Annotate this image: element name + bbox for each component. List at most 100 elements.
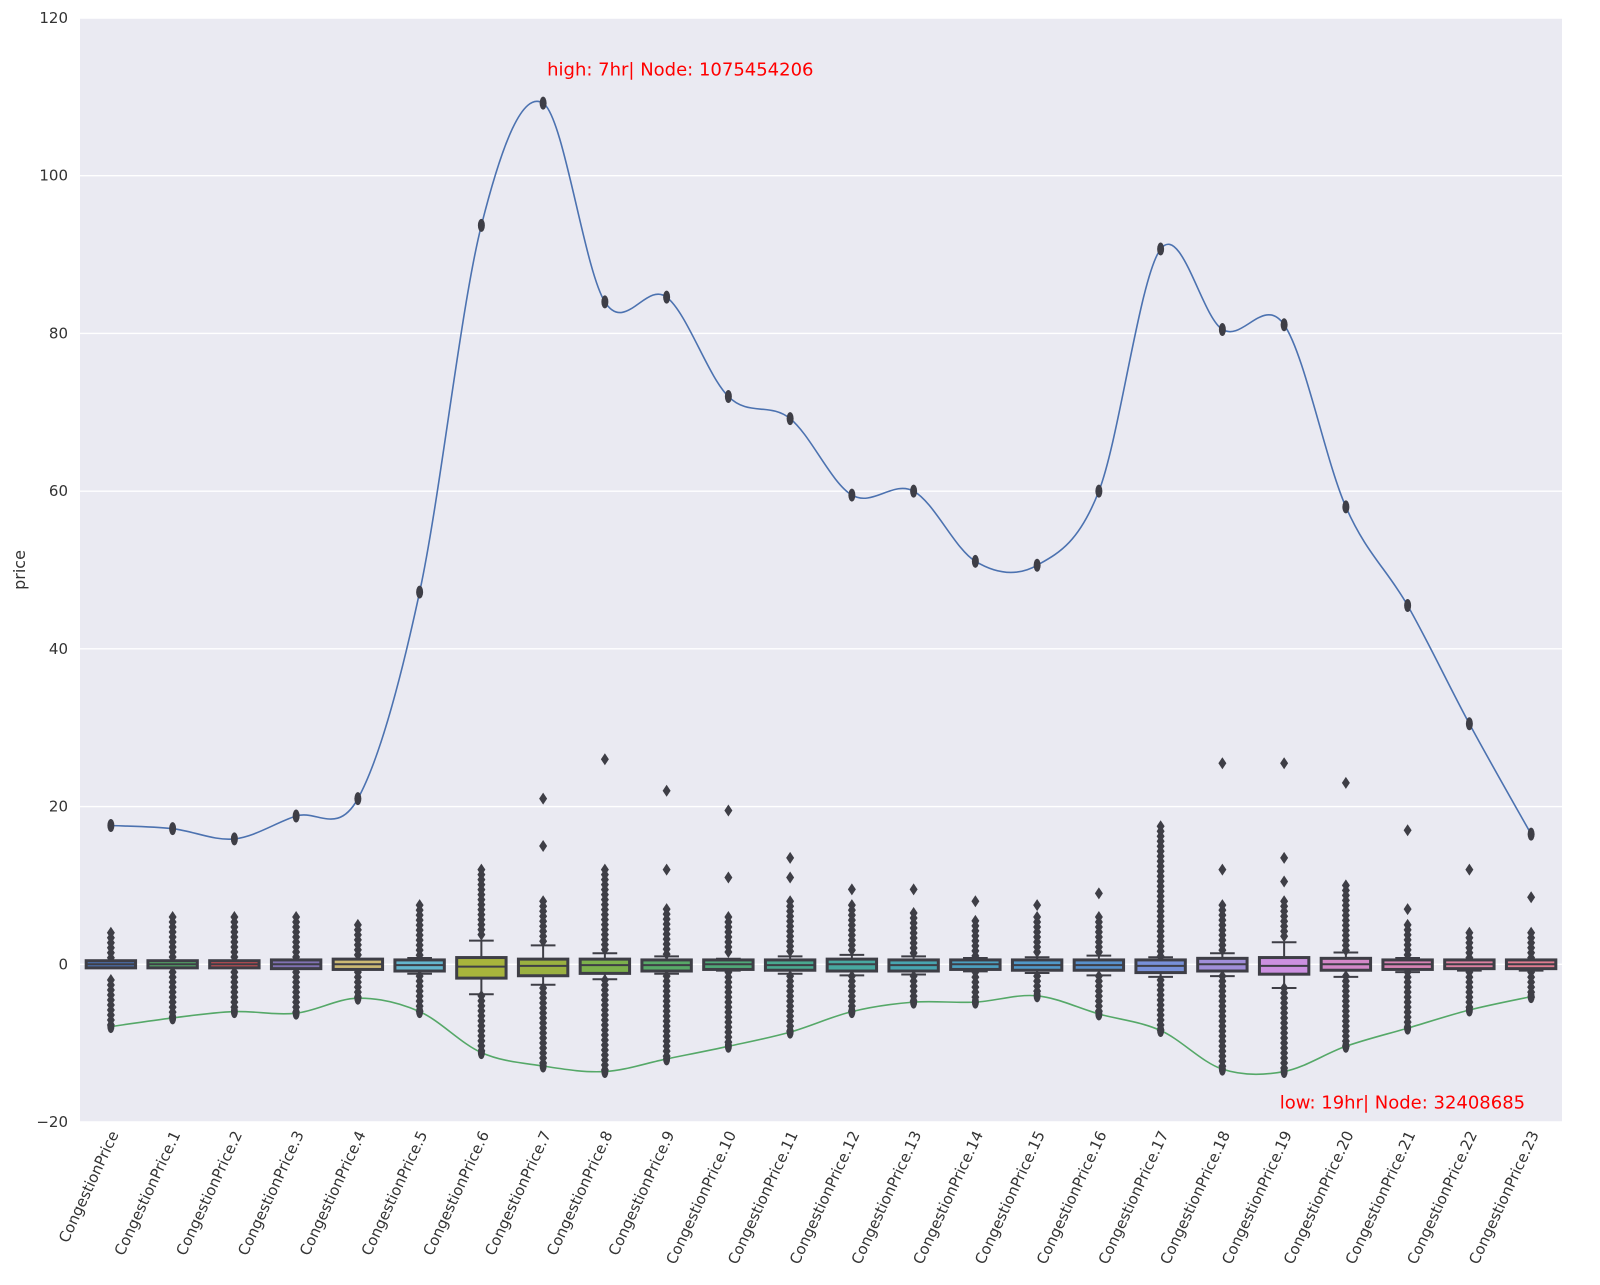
series-point [724, 390, 732, 404]
x-tick-label: CongestionPrice.6 [419, 1128, 493, 1258]
series-point [910, 484, 918, 498]
x-tick-label: CongestionPrice.4 [296, 1128, 370, 1258]
outlier-point [539, 840, 548, 852]
y-tick-label: 120 [39, 9, 68, 27]
series-point [1033, 558, 1041, 572]
x-tick-labels: CongestionPriceCongestionPrice.1Congesti… [55, 1128, 1543, 1267]
outlier-point [724, 871, 733, 884]
x-tick-label: CongestionPrice.19 [1218, 1128, 1296, 1267]
grid-lines [80, 17, 1562, 1123]
y-tick-label: 40 [49, 640, 68, 658]
x-tick-label: CongestionPrice.20 [1280, 1128, 1358, 1267]
outlier-point [1033, 945, 1042, 958]
series-point [1095, 1007, 1103, 1021]
series-point [786, 1025, 794, 1039]
x-tick-label: CongestionPrice.18 [1156, 1128, 1234, 1267]
series-points [107, 96, 1535, 1079]
series-point [477, 218, 485, 232]
outlier-point [477, 928, 486, 941]
series-point [1404, 598, 1412, 612]
y-tick-label: 0 [58, 955, 68, 973]
series-point [848, 1005, 856, 1019]
series-point [1280, 1065, 1288, 1079]
outlier-point [847, 944, 856, 957]
y-tick-label: 20 [49, 798, 68, 816]
series-point [1342, 1039, 1350, 1053]
x-tick-label: CongestionPrice.8 [543, 1128, 617, 1258]
outlier-point [909, 883, 918, 896]
outlier-point [600, 753, 609, 766]
series-point [416, 585, 424, 599]
y-tick-labels: −20 0 20 40 60 80 100 120 [36, 9, 68, 1131]
outlier-point [1280, 930, 1289, 943]
series-point [910, 995, 918, 1009]
series-point [107, 1020, 115, 1034]
x-tick-label: CongestionPrice.9 [605, 1128, 679, 1258]
box [578, 957, 632, 975]
series-point [1218, 1062, 1226, 1076]
x-tick-label: CongestionPrice.16 [1033, 1128, 1111, 1267]
series-point [169, 1011, 177, 1025]
series-line [110, 100, 1532, 840]
outlier-point [1094, 887, 1103, 900]
series-point [1527, 827, 1535, 841]
outlier-point [1033, 899, 1042, 912]
outlier-point [1218, 757, 1227, 770]
outlier-point [1280, 851, 1289, 864]
x-tick-label: CongestionPrice.14 [909, 1128, 987, 1267]
outlier-point [1280, 875, 1289, 888]
y-tick-label: 100 [39, 167, 68, 185]
x-tick-label: CongestionPrice.22 [1403, 1128, 1481, 1267]
outlier-point [1218, 863, 1227, 876]
series-point [663, 1052, 671, 1066]
x-tick-label: CongestionPrice.23 [1465, 1128, 1543, 1267]
outlier-point [786, 871, 795, 884]
series-point [354, 792, 362, 806]
x-tick-label: CongestionPrice.5 [358, 1128, 432, 1258]
outlier-point [847, 883, 856, 896]
annotation-high: high: 7hr| Node: 1075454206 [547, 59, 813, 80]
series-point [786, 412, 794, 426]
y-axis-label: price [10, 550, 29, 590]
box-plots [84, 939, 1558, 996]
series-point [354, 991, 362, 1005]
outlier-point [1403, 903, 1412, 916]
outlier-point [786, 851, 795, 864]
x-tick-label: CongestionPrice.17 [1095, 1128, 1173, 1267]
x-tick-label: CongestionPrice.15 [971, 1128, 1049, 1267]
series-point [724, 1039, 732, 1053]
x-tick-label: CongestionPrice [55, 1128, 122, 1245]
x-tick-label: CongestionPrice.1 [111, 1128, 185, 1258]
series-point [971, 995, 979, 1009]
series-point [1280, 318, 1288, 332]
outlier-point [662, 863, 671, 876]
x-tick-label: CongestionPrice.13 [848, 1128, 926, 1267]
series-point [1404, 1021, 1412, 1035]
x-tick-label: CongestionPrice.11 [724, 1128, 802, 1267]
series-point [1465, 717, 1473, 731]
series-point [1033, 989, 1041, 1003]
x-tick-label: CongestionPrice.21 [1342, 1128, 1420, 1267]
box [516, 957, 570, 978]
outlier-point [1280, 757, 1289, 770]
outlier-point [724, 804, 733, 817]
x-tick-label: CongestionPrice.10 [662, 1128, 740, 1267]
outlier-point [971, 895, 980, 908]
outlier-point [786, 945, 795, 958]
x-tick-label: CongestionPrice.3 [234, 1128, 308, 1258]
series-point [416, 1005, 424, 1019]
series-point [1218, 322, 1226, 336]
outlier-point [1341, 776, 1350, 789]
outlier-point [1465, 863, 1474, 876]
y-tick-label: 80 [49, 324, 68, 342]
y-tick-label: 60 [49, 482, 68, 500]
series-point [292, 1006, 300, 1020]
outlier-point [1527, 891, 1536, 904]
series-point [1342, 500, 1350, 514]
series-point [1095, 484, 1103, 498]
series-point [1157, 1024, 1165, 1038]
outlier-point [724, 945, 733, 958]
x-tick-label: CongestionPrice.2 [172, 1128, 246, 1258]
series-point [971, 554, 979, 568]
